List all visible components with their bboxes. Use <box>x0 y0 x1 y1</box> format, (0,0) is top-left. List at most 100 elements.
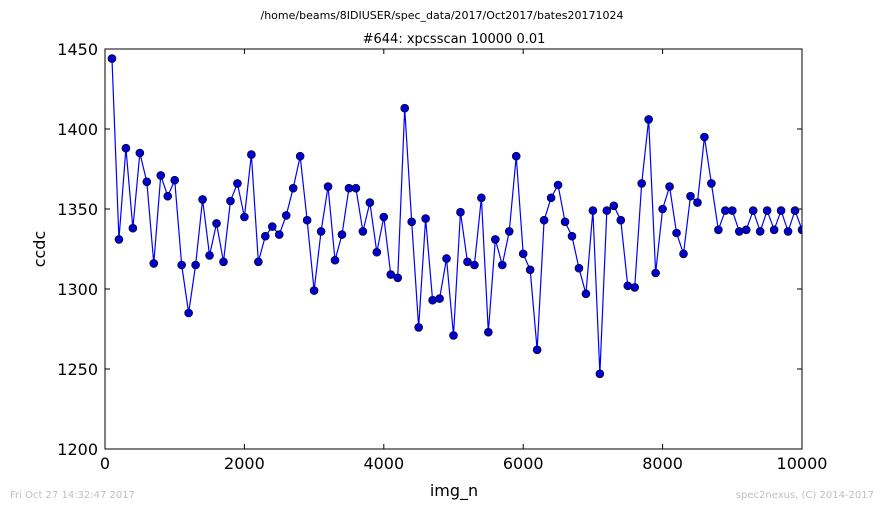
x-tick-label: 4000 <box>363 454 404 473</box>
data-point <box>553 180 563 190</box>
data-point <box>769 225 779 235</box>
data-point <box>414 323 423 332</box>
data-point <box>560 217 570 227</box>
data-point <box>135 148 145 158</box>
data-point <box>790 206 800 215</box>
data-point <box>776 206 786 215</box>
data-point <box>233 179 242 188</box>
data-point <box>609 201 619 211</box>
data-point <box>518 249 528 259</box>
data-point <box>477 193 486 203</box>
series-line <box>111 58 802 374</box>
data-point <box>274 230 284 239</box>
data-point <box>393 273 403 283</box>
y-tick-label: 1450 <box>57 40 98 59</box>
y-tick-label: 1250 <box>57 360 98 379</box>
data-point <box>762 206 772 215</box>
x-tick-label: 0 <box>100 454 110 473</box>
data-point <box>539 215 549 225</box>
plot-frame <box>104 48 803 450</box>
data-point <box>588 206 598 215</box>
data-point <box>421 214 430 223</box>
data-point <box>121 143 131 153</box>
data-point <box>616 215 626 225</box>
data-point <box>511 151 521 161</box>
data-point <box>748 206 758 215</box>
data-point <box>491 235 500 244</box>
y-tick-label: 1350 <box>57 200 98 219</box>
data-point <box>184 308 193 318</box>
data-point <box>386 270 396 279</box>
y-axis-label: ccdc <box>30 231 49 268</box>
y-tick-label: 1400 <box>57 120 98 139</box>
data-point <box>351 183 361 193</box>
data-point <box>240 212 249 222</box>
series-group <box>107 54 802 379</box>
credit-footer: spec2nexus, (C) 2014-2017 <box>735 490 874 501</box>
data-point <box>288 183 298 193</box>
x-tick-label: 10000 <box>777 454 828 473</box>
data-point <box>783 227 793 236</box>
data-point <box>149 259 159 268</box>
chart-title: #644: xpcsscan 10000 0.01 <box>363 32 546 47</box>
data-point <box>428 295 437 305</box>
data-point <box>254 257 263 267</box>
data-point <box>400 103 410 113</box>
data-point <box>797 225 802 235</box>
data-point <box>177 260 186 270</box>
data-point <box>484 327 493 337</box>
data-point <box>114 235 124 244</box>
data-point <box>435 294 444 303</box>
data-point <box>679 249 688 259</box>
data-point <box>302 215 312 225</box>
data-point <box>456 207 465 217</box>
data-point <box>407 217 416 227</box>
data-point <box>644 115 653 124</box>
file-path-label: /home/beams/8IDIUSER/spec_data/2017/Oct2… <box>261 9 624 22</box>
x-tick-label: 2000 <box>224 454 265 473</box>
data-point <box>651 268 660 278</box>
x-axis-label: img_n <box>430 481 478 501</box>
data-point <box>212 219 221 228</box>
data-point <box>602 206 612 215</box>
data-point <box>630 283 640 292</box>
data-point <box>323 182 333 191</box>
timestamp-footer: Fri Oct 27 14:32:47 2017 <box>10 490 136 501</box>
data-point <box>700 132 709 142</box>
data-point <box>574 263 584 273</box>
data-point <box>337 230 347 239</box>
data-point <box>198 195 207 204</box>
data-point <box>191 260 200 270</box>
axes: 0 2000 4000 6000 8000 10000 1200 1250 1300 1350 14… <box>57 40 827 473</box>
data-point <box>707 179 716 188</box>
data-point <box>372 247 382 257</box>
data-point <box>170 175 179 185</box>
plot-area <box>107 54 802 379</box>
data-point <box>504 227 514 236</box>
data-point <box>637 179 646 188</box>
data-point <box>205 251 214 260</box>
y-tick-label: 1300 <box>57 280 98 299</box>
data-point <box>128 223 138 233</box>
data-point <box>595 369 605 379</box>
data-point <box>330 255 340 265</box>
data-point <box>665 182 674 191</box>
data-point <box>525 265 535 275</box>
x-tick-label: 6000 <box>503 454 544 473</box>
data-point <box>497 260 507 270</box>
data-point <box>142 177 152 187</box>
data-point <box>442 254 451 263</box>
data-point <box>463 257 472 267</box>
data-point <box>693 198 702 207</box>
data-point <box>686 191 695 201</box>
data-point <box>672 228 681 238</box>
data-point <box>156 171 166 180</box>
data-point <box>309 286 319 295</box>
data-point <box>107 54 117 63</box>
data-point <box>267 222 277 231</box>
data-point <box>741 225 751 235</box>
data-point <box>532 345 542 355</box>
data-point <box>247 150 256 159</box>
data-point <box>449 331 458 340</box>
